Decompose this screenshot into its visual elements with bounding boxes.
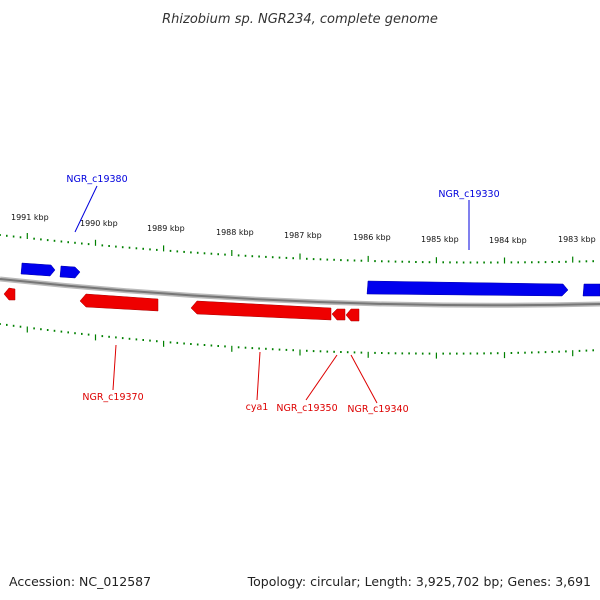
tick-label-1991: 1991 kbp [11,213,49,222]
gene-arrow-reverse-edge[interactable] [3,287,16,301]
tick-label-1988: 1988 kbp [216,228,254,237]
label-leaders [74,185,470,404]
gene-arrow-ngr-c19340[interactable] [345,308,360,322]
gene-arrow-forward-edge[interactable] [582,283,600,297]
gene-arrow-ngr-c19330[interactable] [366,280,569,297]
tick-label-1986: 1986 kbp [353,233,391,242]
tick-label-1984: 1984 kbp [489,236,527,245]
tick-label-1989: 1989 kbp [147,224,185,233]
gene-label-ngr-c19330[interactable]: NGR_c19330 [438,189,499,200]
gene-arrow-forward-1[interactable] [20,262,56,277]
accession-text: Accession: NC_012587 [9,574,151,589]
gene-label-ngr-c19340[interactable]: NGR_c19340 [347,404,408,415]
leader-ngr-c19340 [350,354,378,404]
tick-label-1985: 1985 kbp [421,235,459,244]
gene-arrow-cya1[interactable] [190,300,332,321]
outer-tick-track [0,233,595,264]
inner-tick-track [0,323,595,359]
gene-label-ngr-c19380[interactable]: NGR_c19380 [66,174,127,185]
gene-arrow-ngr-c19380[interactable] [59,265,81,279]
leader-cya1 [256,351,261,401]
reverse-genes [3,287,360,322]
tick-label-1983: 1983 kbp [558,235,596,244]
tick-label-1990: 1990 kbp [80,219,118,228]
gene-labels: NGR_c19380 NGR_c19330 NGR_c19370 cya1 NG… [66,174,499,415]
gene-arrow-ngr-c19350[interactable] [331,308,346,321]
leader-ngr-c19380 [74,185,98,233]
page-title: Rhizobium sp. NGR234, complete genome [162,12,438,27]
genome-backbone-line [0,278,600,307]
topology-text: Topology: circular; Length: 3,925,702 bp… [247,574,591,589]
tick-labels: 1991 kbp 1990 kbp 1989 kbp 1988 kbp 1987… [11,213,596,245]
tick-label-1987: 1987 kbp [284,231,322,240]
gene-label-ngr-c19350[interactable]: NGR_c19350 [276,403,337,414]
leader-ngr-c19350 [305,354,338,401]
gene-arrow-ngr-c19370[interactable] [79,293,159,312]
gene-label-ngr-c19370[interactable]: NGR_c19370 [82,392,143,403]
forward-genes [20,262,600,297]
gene-label-cya1[interactable]: cya1 [246,402,269,413]
leader-ngr-c19370 [112,344,117,391]
